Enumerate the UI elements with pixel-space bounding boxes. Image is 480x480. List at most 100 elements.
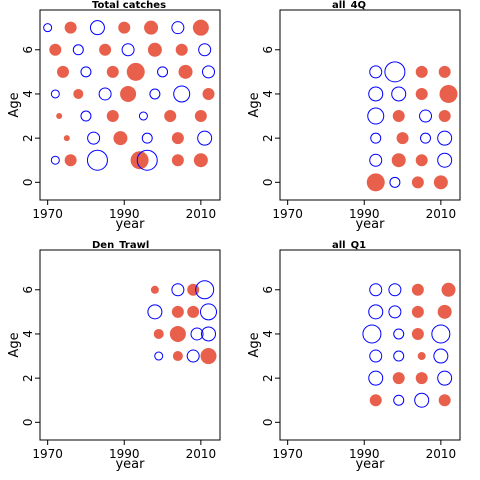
x-tick-label: 1970 bbox=[272, 447, 303, 461]
y-axis-label: Age bbox=[7, 332, 22, 357]
bubble-point bbox=[194, 110, 207, 123]
bubble-point bbox=[150, 285, 159, 294]
bubble-point bbox=[50, 155, 60, 165]
bubble-point bbox=[98, 87, 112, 101]
bubble-point bbox=[391, 86, 407, 102]
y-tick-label: 2 bbox=[261, 374, 275, 382]
bubble-point bbox=[415, 87, 428, 100]
bubble-point bbox=[56, 113, 63, 120]
bubble-point bbox=[411, 305, 424, 318]
bubble-point bbox=[433, 348, 449, 364]
bubble-point bbox=[192, 19, 209, 36]
bubble-point bbox=[149, 88, 161, 100]
bubble-point bbox=[154, 351, 164, 361]
bubble-point bbox=[153, 328, 164, 339]
bubble-point bbox=[201, 326, 217, 342]
bubble-point bbox=[388, 283, 402, 297]
bubble-point bbox=[164, 110, 177, 123]
bubble-point bbox=[64, 21, 77, 34]
bubble-point bbox=[439, 84, 458, 103]
y-tick-label: 0 bbox=[21, 419, 35, 427]
bubble-point bbox=[368, 86, 384, 102]
plot-frame bbox=[279, 9, 461, 201]
bubble-point bbox=[118, 21, 131, 34]
bubble-point bbox=[369, 65, 383, 79]
panel-2: Den_Trawl 1970 1990 2010 0 2 4 6 year Age bbox=[7, 240, 221, 472]
plot-frame bbox=[279, 249, 461, 441]
y-tick-label: 0 bbox=[21, 179, 35, 187]
x-axis-label: year bbox=[355, 217, 385, 232]
bubble-point bbox=[147, 42, 162, 57]
bubble-point bbox=[171, 132, 184, 145]
bubble-point bbox=[411, 327, 424, 340]
bubble-point bbox=[369, 394, 382, 407]
bubble-point bbox=[172, 351, 183, 362]
y-tick-label: 2 bbox=[261, 134, 275, 142]
bubble-point bbox=[437, 304, 452, 319]
x-tick-label: 1990 bbox=[349, 207, 380, 221]
panel-title: Den_Trawl bbox=[92, 240, 149, 251]
bubble-point bbox=[80, 66, 92, 78]
bubble-point bbox=[89, 20, 105, 36]
y-axis-label: Age bbox=[247, 332, 262, 357]
bubble-point bbox=[420, 132, 432, 144]
bubble-point bbox=[87, 131, 101, 145]
x-tick-label: 1990 bbox=[109, 447, 140, 461]
x-tick-label: 2010 bbox=[426, 447, 457, 461]
y-tick-label: 6 bbox=[21, 46, 35, 54]
x-tick-label: 1970 bbox=[32, 447, 63, 461]
bubble-point bbox=[197, 130, 213, 146]
bubble-point bbox=[411, 176, 424, 189]
y-tick-label: 0 bbox=[261, 419, 275, 427]
bubble-point bbox=[73, 88, 84, 99]
bubble-point bbox=[393, 350, 405, 362]
y-tick-label: 6 bbox=[261, 46, 275, 54]
bubble-point bbox=[63, 135, 70, 142]
x-axis-label: year bbox=[115, 457, 145, 472]
bubble-point bbox=[169, 325, 186, 342]
bubble-point bbox=[195, 280, 215, 300]
y-tick-label: 6 bbox=[21, 286, 35, 294]
x-tick-label: 1970 bbox=[272, 207, 303, 221]
bubble-point bbox=[392, 372, 405, 385]
bubble-point bbox=[396, 132, 409, 145]
bubble-point bbox=[415, 65, 428, 78]
bubble-point bbox=[141, 132, 153, 144]
x-tick-label: 1970 bbox=[32, 207, 63, 221]
bubble-point bbox=[369, 283, 383, 297]
x-axis-label: year bbox=[115, 217, 145, 232]
bubble-point bbox=[80, 110, 92, 122]
x-tick-label: 1990 bbox=[109, 207, 140, 221]
x-tick-label: 2010 bbox=[426, 207, 457, 221]
bubble-point bbox=[173, 85, 191, 103]
bubble-point bbox=[389, 176, 401, 188]
bubble-point bbox=[414, 392, 430, 408]
bubble-point bbox=[438, 110, 451, 123]
bubble-point bbox=[368, 370, 384, 386]
bubble-point bbox=[437, 370, 453, 386]
bubble-point bbox=[171, 283, 185, 297]
bubble-point bbox=[391, 153, 406, 168]
bubble-point bbox=[106, 65, 119, 78]
panel-0: Total catches 1970 1990 2010 0 2 4 6 year Age bbox=[7, 0, 221, 232]
bubble-point bbox=[175, 43, 188, 56]
panel-title: all_4Q bbox=[332, 0, 366, 11]
y-tick-label: 4 bbox=[21, 330, 35, 338]
bubble-point bbox=[369, 349, 383, 363]
bubble-point bbox=[43, 23, 53, 33]
bubble-point bbox=[200, 303, 218, 321]
x-tick-label: 2010 bbox=[186, 207, 217, 221]
bubble-point bbox=[187, 283, 200, 296]
bubble-point bbox=[126, 62, 145, 81]
bubble-point bbox=[99, 43, 112, 56]
bubble-point bbox=[438, 394, 451, 407]
bubble-point bbox=[147, 304, 163, 320]
plot-frame bbox=[39, 9, 221, 201]
bubble-point bbox=[437, 130, 453, 146]
bubble-point bbox=[198, 43, 212, 57]
bubble-point bbox=[411, 283, 424, 296]
panel-title: all_Q1 bbox=[332, 240, 366, 251]
bubble-point bbox=[64, 154, 77, 167]
bubble-point bbox=[417, 352, 426, 361]
